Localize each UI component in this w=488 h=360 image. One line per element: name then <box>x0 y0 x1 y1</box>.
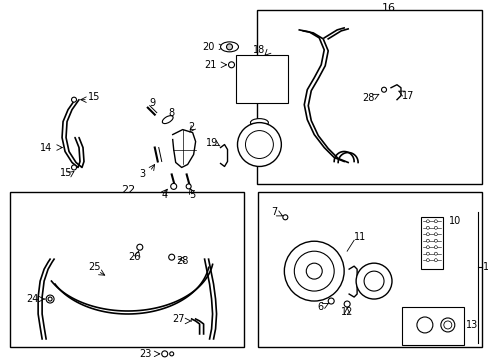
Text: 6: 6 <box>316 302 323 312</box>
Circle shape <box>344 301 349 307</box>
Circle shape <box>381 87 386 92</box>
Circle shape <box>71 165 76 170</box>
Circle shape <box>170 183 176 189</box>
Text: 1: 1 <box>482 262 488 272</box>
Circle shape <box>169 352 173 356</box>
Text: 23: 23 <box>139 349 151 359</box>
Text: 12: 12 <box>340 307 353 317</box>
Circle shape <box>294 251 333 291</box>
Circle shape <box>433 239 436 242</box>
Circle shape <box>426 233 428 236</box>
Circle shape <box>426 246 428 249</box>
Text: 11: 11 <box>353 232 366 242</box>
Circle shape <box>228 62 234 68</box>
Text: 8: 8 <box>168 108 174 118</box>
Text: 15: 15 <box>88 92 100 102</box>
Circle shape <box>426 239 428 242</box>
Text: 17: 17 <box>401 91 413 101</box>
Text: 19: 19 <box>206 138 218 148</box>
Circle shape <box>433 259 436 262</box>
Text: 18: 18 <box>253 45 265 55</box>
Circle shape <box>440 318 454 332</box>
Text: 28: 28 <box>176 256 188 266</box>
Circle shape <box>305 263 322 279</box>
Text: 24: 24 <box>26 294 38 304</box>
Text: 3: 3 <box>140 170 145 179</box>
Circle shape <box>137 244 142 250</box>
Text: 14: 14 <box>40 143 52 153</box>
Text: 15: 15 <box>60 168 72 179</box>
Circle shape <box>426 226 428 229</box>
Text: 13: 13 <box>465 320 477 330</box>
Text: 7: 7 <box>270 207 277 217</box>
Circle shape <box>46 295 54 303</box>
Text: 9: 9 <box>149 98 156 108</box>
Bar <box>257 10 481 184</box>
Circle shape <box>443 321 451 329</box>
Ellipse shape <box>250 118 268 127</box>
Circle shape <box>162 351 167 357</box>
Circle shape <box>433 252 436 255</box>
Circle shape <box>226 44 232 50</box>
Text: 16: 16 <box>381 3 395 13</box>
Circle shape <box>433 246 436 249</box>
Ellipse shape <box>220 42 238 52</box>
Circle shape <box>245 131 273 158</box>
Circle shape <box>426 259 428 262</box>
Bar <box>401 307 463 345</box>
Bar <box>420 217 442 269</box>
Text: 5: 5 <box>189 190 195 201</box>
Text: 10: 10 <box>448 216 460 226</box>
Text: 26: 26 <box>128 252 141 262</box>
Circle shape <box>426 252 428 255</box>
Circle shape <box>364 271 383 291</box>
Circle shape <box>71 97 76 102</box>
Circle shape <box>426 220 428 223</box>
Text: 20: 20 <box>202 42 214 52</box>
Bar <box>236 55 288 103</box>
Bar <box>258 192 481 347</box>
Circle shape <box>355 263 391 299</box>
Text: 27: 27 <box>172 314 184 324</box>
Circle shape <box>433 233 436 236</box>
Circle shape <box>433 220 436 223</box>
Ellipse shape <box>162 116 173 123</box>
Circle shape <box>284 241 344 301</box>
Text: 2: 2 <box>188 122 194 132</box>
Text: 28: 28 <box>362 93 374 103</box>
Text: 25: 25 <box>88 262 101 272</box>
Circle shape <box>433 226 436 229</box>
Circle shape <box>416 317 432 333</box>
Text: 22: 22 <box>121 185 135 195</box>
Circle shape <box>237 123 281 166</box>
Text: 4: 4 <box>162 190 167 201</box>
Circle shape <box>186 184 191 189</box>
Circle shape <box>168 254 174 260</box>
Text: 21: 21 <box>204 60 216 70</box>
Circle shape <box>48 297 52 301</box>
Circle shape <box>282 215 287 220</box>
Bar <box>10 192 244 347</box>
Circle shape <box>327 298 333 304</box>
